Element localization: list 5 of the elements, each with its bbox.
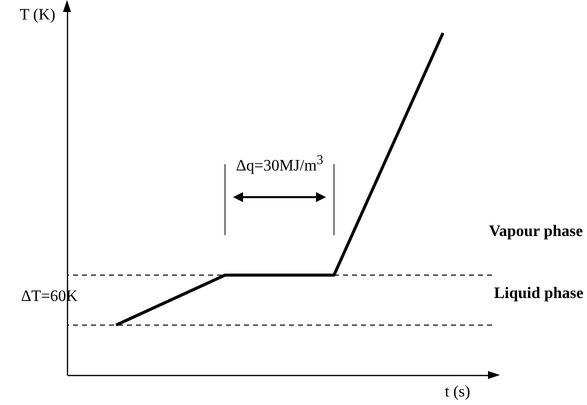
annotation: Δq=30MJ/m$^{3}$ — [236, 152, 324, 176]
annotation: Vapour phase — [489, 223, 583, 242]
y-axis-title: T (K) — [20, 6, 56, 24]
text: Liquid phase — [494, 285, 584, 304]
x-axis-title: t (s) — [444, 384, 470, 400]
